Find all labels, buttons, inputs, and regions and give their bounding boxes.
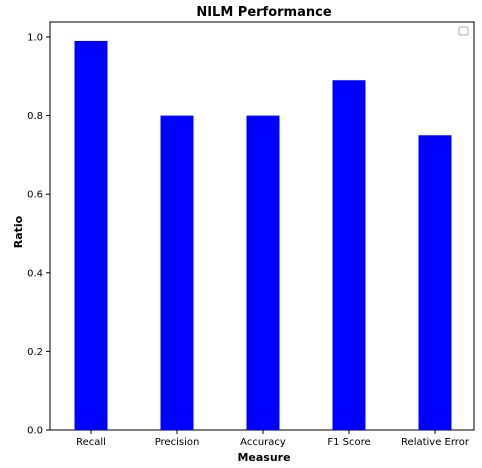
bar-f1-score	[332, 80, 366, 430]
y-axis-label: Ratio	[12, 215, 25, 248]
chart-title: NILM Performance	[196, 5, 331, 20]
y-tick-label: 0.8	[27, 111, 43, 122]
y-tick-label: 0.4	[27, 268, 43, 279]
x-tick-label: Relative Error	[401, 437, 470, 448]
y-tick-label: 1.0	[27, 33, 43, 44]
x-tick-label: Recall	[76, 437, 106, 448]
x-axis-label: Measure	[237, 451, 290, 464]
x-tick-label: F1 Score	[327, 437, 370, 448]
y-tick-label: 0.6	[27, 190, 43, 201]
bar-relative-error	[418, 135, 452, 430]
x-tick-label: Accuracy	[240, 437, 286, 448]
legend-box	[458, 26, 469, 36]
x-tick-label: Precision	[155, 437, 200, 448]
bar-precision	[160, 115, 194, 430]
bar-recall	[74, 40, 108, 431]
y-tick-label: 0.0	[27, 426, 43, 437]
y-tick-label: 0.2	[27, 347, 43, 358]
bar-accuracy	[246, 115, 280, 430]
